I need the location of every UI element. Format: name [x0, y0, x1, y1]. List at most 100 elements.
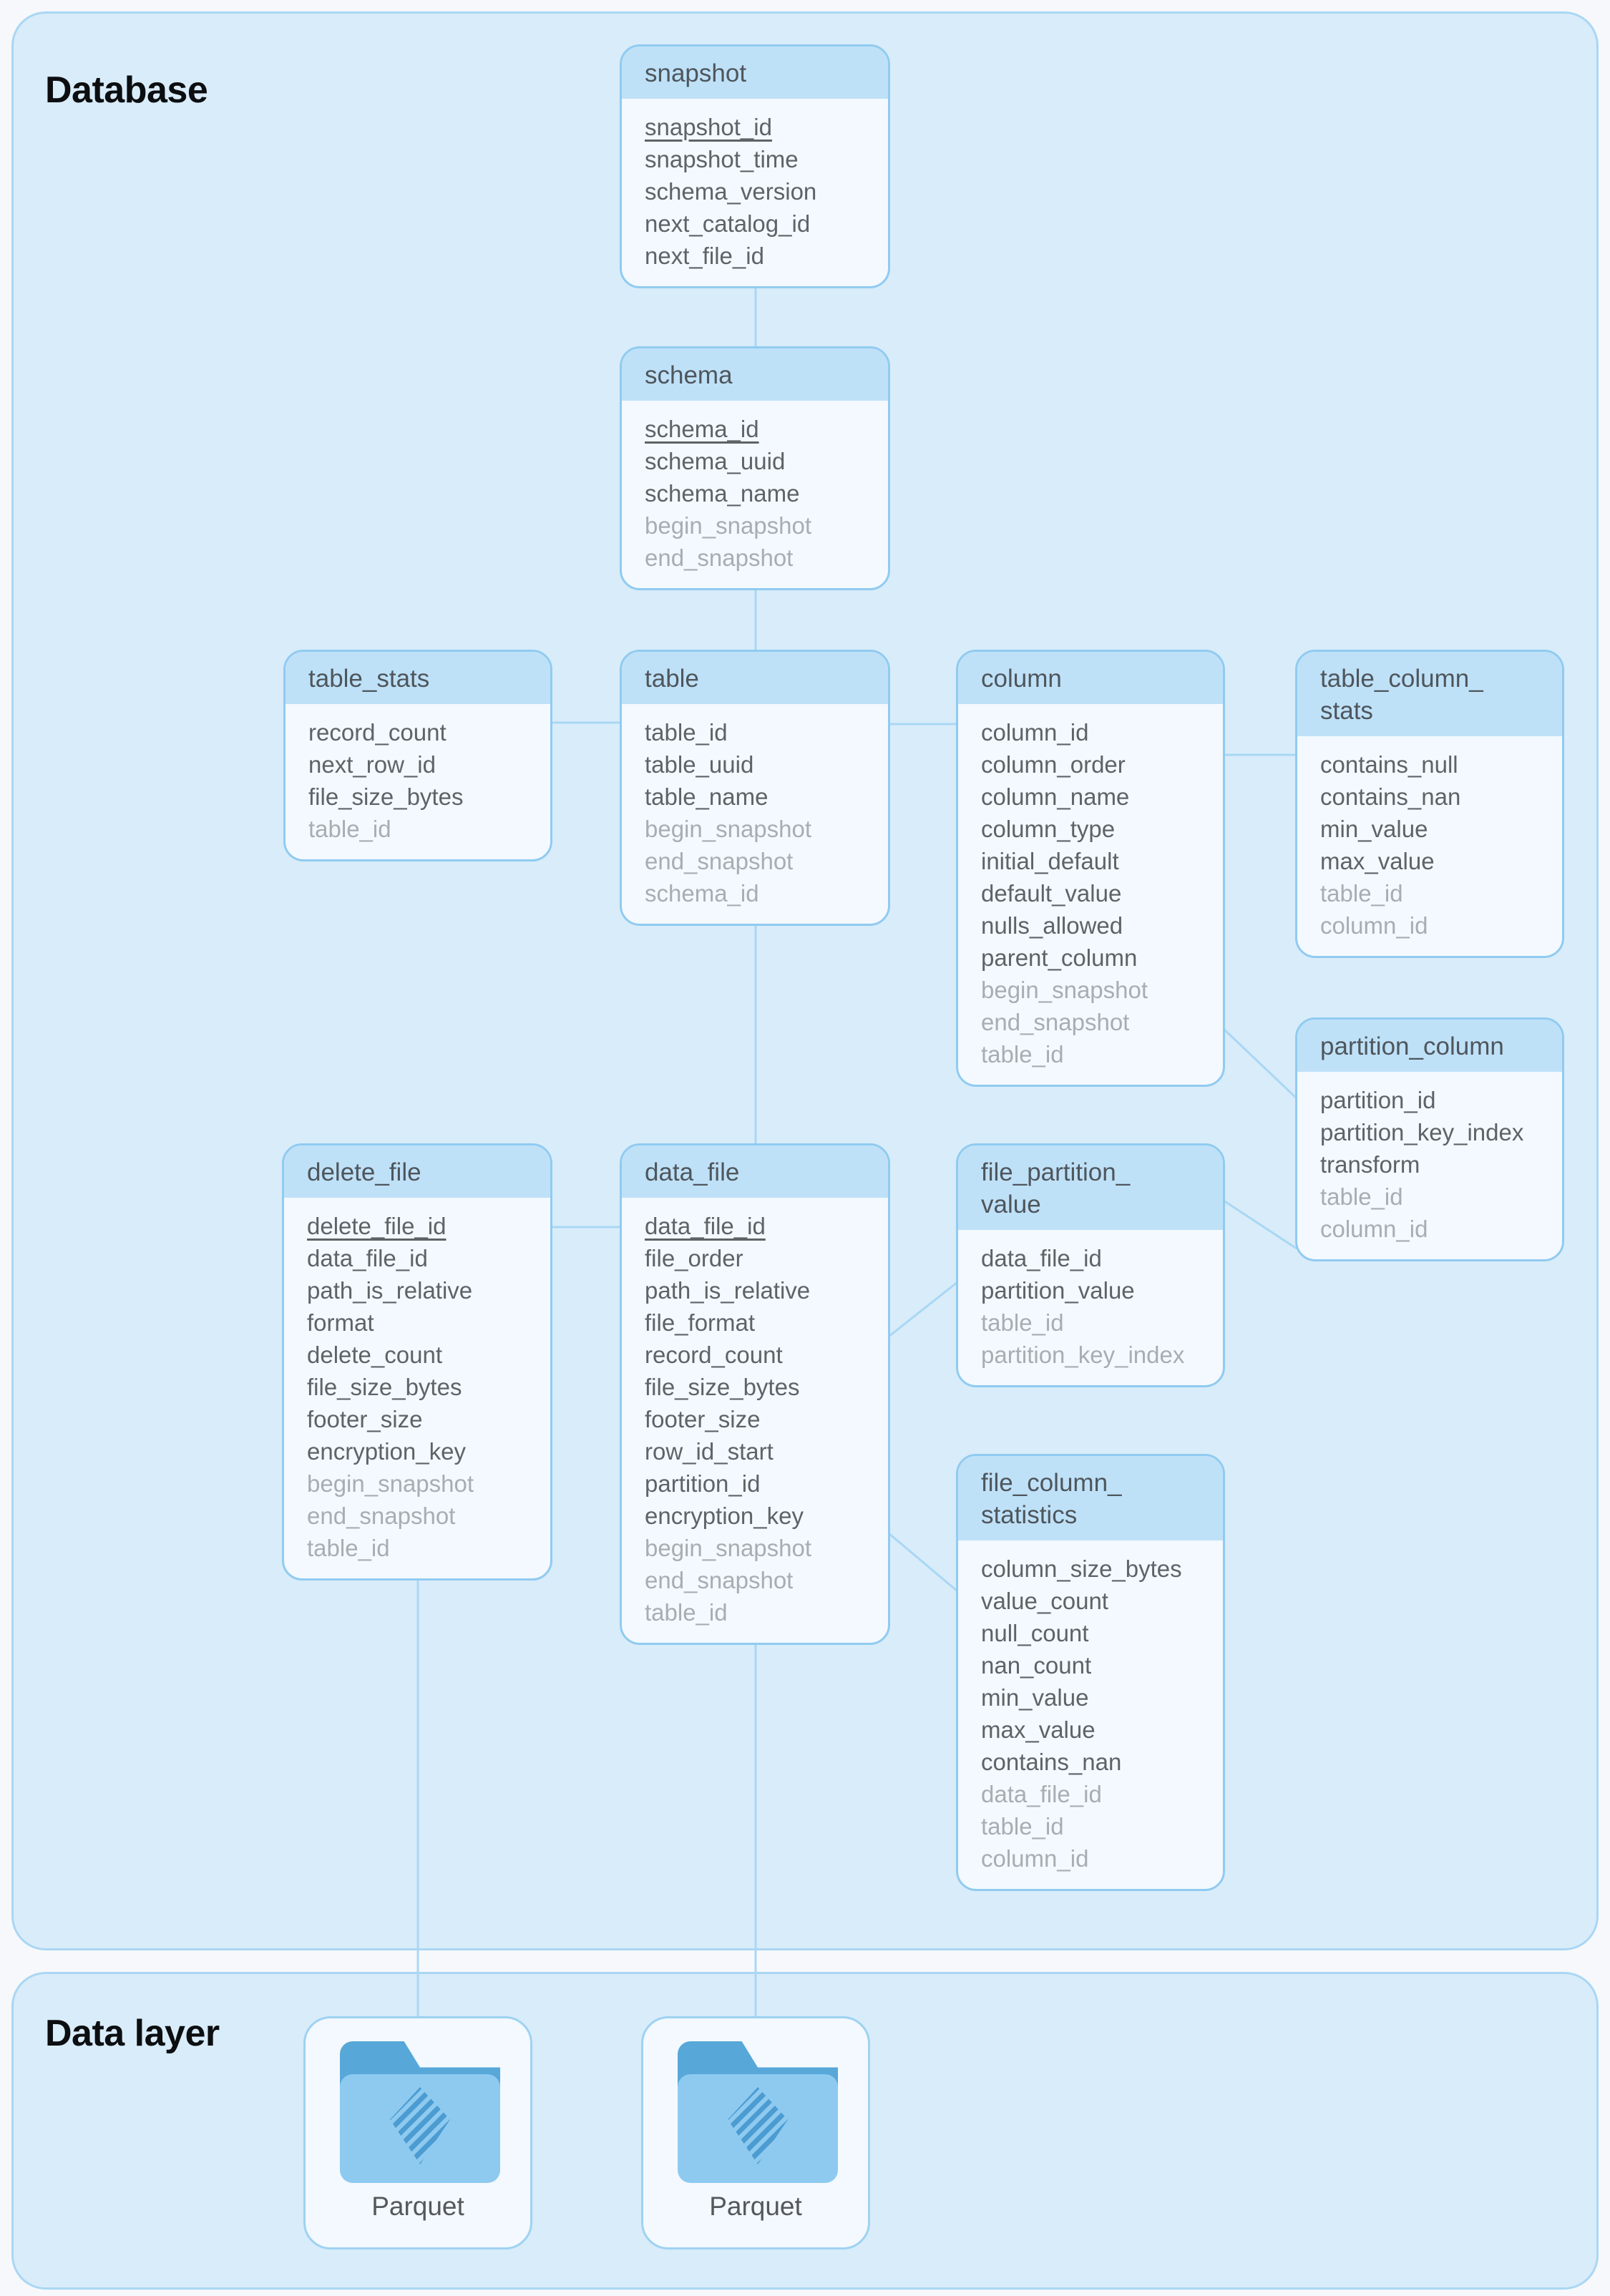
field-column-column_name: column_name — [981, 783, 1130, 810]
entity-title-partition_column: partition_column — [1297, 1020, 1562, 1072]
field-file_column_statistics-data_file_id: data_file_id — [981, 1781, 1102, 1807]
field-table_column_stats-contains_null: contains_null — [1320, 751, 1458, 778]
entity-fields-table_column_stats: contains_null contains_nan min_value max_va… — [1297, 736, 1562, 956]
field-partition_column-partition_key_index: partition_key_index — [1320, 1119, 1524, 1145]
field-file_column_statistics-min_value: min_value — [981, 1684, 1089, 1711]
entity-title-file_column_statistics: file_column_ statistics — [958, 1456, 1223, 1540]
field-delete_file-format: format — [307, 1309, 374, 1336]
field-schema-schema_uuid: schema_uuid — [645, 448, 786, 474]
entity-table_column_stats: table_column_ stats contains_null contains… — [1295, 650, 1564, 958]
entity-fields-column: column_id column_order column_name column_t… — [958, 704, 1223, 1085]
field-column-column_type: column_type — [981, 816, 1116, 842]
entity-title-snapshot: snapshot — [622, 47, 888, 99]
field-delete_file-encryption_key: encryption_key — [307, 1438, 466, 1465]
field-table-table_id: table_id — [645, 719, 728, 746]
field-table-table_name: table_name — [645, 783, 769, 810]
field-column-default_value: default_value — [981, 880, 1122, 907]
field-file_column_statistics-null_count: null_count — [981, 1620, 1089, 1646]
field-file_column_statistics-table_id: table_id — [981, 1813, 1064, 1840]
field-snapshot-next_catalog_id: next_catalog_id — [645, 210, 811, 237]
field-table_column_stats-column_id: column_id — [1320, 912, 1428, 939]
field-snapshot-schema_version: schema_version — [645, 178, 817, 205]
field-column-begin_snapshot: begin_snapshot — [981, 977, 1148, 1003]
field-table_stats-next_row_id: next_row_id — [308, 751, 436, 778]
field-schema-begin_snapshot: begin_snapshot — [645, 512, 812, 539]
field-table-table_uuid: table_uuid — [645, 751, 754, 778]
card-parquet_folder_1: Parquet — [303, 2016, 532, 2249]
field-table_stats-record_count: record_count — [308, 719, 447, 746]
field-data_file-file_order: file_order — [645, 1245, 743, 1271]
field-data_file-file_format: file_format — [645, 1309, 756, 1336]
field-data_file-partition_id: partition_id — [645, 1470, 761, 1497]
field-column-parent_column: parent_column — [981, 944, 1138, 971]
entity-table: table table_id table_uuid table_name begin_s… — [620, 650, 890, 926]
field-column-column_id: column_id — [981, 719, 1089, 746]
entity-fields-snapshot: snapshot_id snapshot_time schema_version ne… — [622, 99, 888, 286]
entity-fields-data_file: data_file_id file_order path_is_relative fi… — [622, 1198, 888, 1643]
field-column-nulls_allowed: nulls_allowed — [981, 912, 1123, 939]
field-schema-schema_name: schema_name — [645, 480, 800, 507]
field-file_column_statistics-column_size_bytes: column_size_bytes — [981, 1555, 1182, 1582]
card-label-parquet_folder_1: Parquet — [371, 2192, 464, 2221]
entity-title-data_file: data_file — [622, 1145, 888, 1198]
field-delete_file-footer_size: footer_size — [307, 1406, 423, 1432]
field-delete_file-begin_snapshot: begin_snapshot — [307, 1470, 474, 1497]
field-table_column_stats-min_value: min_value — [1320, 816, 1428, 842]
entity-title-column: column — [958, 652, 1223, 704]
field-delete_file-path_is_relative: path_is_relative — [307, 1277, 473, 1304]
entity-data_file: data_file data_file_id file_order path_is_r… — [620, 1143, 890, 1645]
field-file_partition_value-table_id: table_id — [981, 1309, 1064, 1336]
field-file_partition_value-data_file_id: data_file_id — [981, 1245, 1102, 1271]
entity-fields-table: table_id table_uuid table_name begin_snapsh… — [622, 704, 888, 924]
entity-title-table: table — [622, 652, 888, 704]
field-delete_file-file_size_bytes: file_size_bytes — [307, 1374, 462, 1400]
entity-table_stats: table_stats record_count next_row_id file_s… — [283, 650, 552, 861]
field-file_partition_value-partition_value: partition_value — [981, 1277, 1135, 1304]
field-file_column_statistics-column_id: column_id — [981, 1845, 1089, 1872]
entity-title-table_column_stats: table_column_ stats — [1297, 652, 1562, 736]
entity-fields-delete_file: delete_file_id data_file_id path_is_relati… — [284, 1198, 550, 1578]
field-data_file-encryption_key: encryption_key — [645, 1503, 804, 1529]
field-table_stats-table_id: table_id — [308, 816, 391, 842]
field-delete_file-data_file_id: data_file_id — [307, 1245, 428, 1271]
field-snapshot-next_file_id: next_file_id — [645, 243, 764, 269]
entity-title-table_stats: table_stats — [286, 652, 550, 704]
field-table-end_snapshot: end_snapshot — [645, 848, 794, 874]
entity-partition_column: partition_column partition_id partition_ke… — [1295, 1017, 1564, 1261]
field-schema-end_snapshot: end_snapshot — [645, 544, 794, 571]
field-data_file-record_count: record_count — [645, 1342, 783, 1368]
entity-fields-schema: schema_id schema_uuid schema_name begin_sna… — [622, 401, 888, 588]
field-schema-schema_id: schema_id — [645, 416, 759, 442]
field-data_file-path_is_relative: path_is_relative — [645, 1277, 811, 1304]
entity-title-delete_file: delete_file — [284, 1145, 550, 1198]
field-table_column_stats-contains_nan: contains_nan — [1320, 783, 1461, 810]
field-partition_column-transform: transform — [1320, 1151, 1420, 1178]
entity-delete_file: delete_file delete_file_id data_file_id pat… — [282, 1143, 552, 1581]
field-data_file-footer_size: footer_size — [645, 1406, 761, 1432]
field-table_column_stats-max_value: max_value — [1320, 848, 1435, 874]
entity-file_column_statistics: file_column_ statistics column_size_bytes… — [956, 1454, 1225, 1891]
entity-column: column column_id column_order column_name co… — [956, 650, 1225, 1087]
field-table-schema_id: schema_id — [645, 880, 759, 907]
field-data_file-row_id_start: row_id_start — [645, 1438, 774, 1465]
field-file_partition_value-partition_key_index: partition_key_index — [981, 1342, 1185, 1368]
card-parquet_folder_2: Parquet — [641, 2016, 870, 2249]
field-partition_column-partition_id: partition_id — [1320, 1087, 1436, 1113]
entity-schema: schema schema_id schema_uuid schema_name beg… — [620, 346, 890, 590]
field-partition_column-column_id: column_id — [1320, 1216, 1428, 1242]
field-delete_file-table_id: table_id — [307, 1535, 390, 1561]
entity-fields-file_column_statistics: column_size_bytes value_count null_count na… — [958, 1540, 1223, 1889]
card-label-parquet_folder_2: Parquet — [709, 2192, 802, 2221]
field-table_stats-file_size_bytes: file_size_bytes — [308, 783, 464, 810]
field-delete_file-delete_count: delete_count — [307, 1342, 442, 1368]
field-column-column_order: column_order — [981, 751, 1126, 778]
field-partition_column-table_id: table_id — [1320, 1183, 1403, 1210]
field-column-initial_default: initial_default — [981, 848, 1119, 874]
field-file_column_statistics-nan_count: nan_count — [981, 1652, 1092, 1679]
database-section-label: Database — [45, 69, 208, 111]
field-column-table_id: table_id — [981, 1041, 1064, 1068]
field-data_file-table_id: table_id — [645, 1599, 728, 1626]
